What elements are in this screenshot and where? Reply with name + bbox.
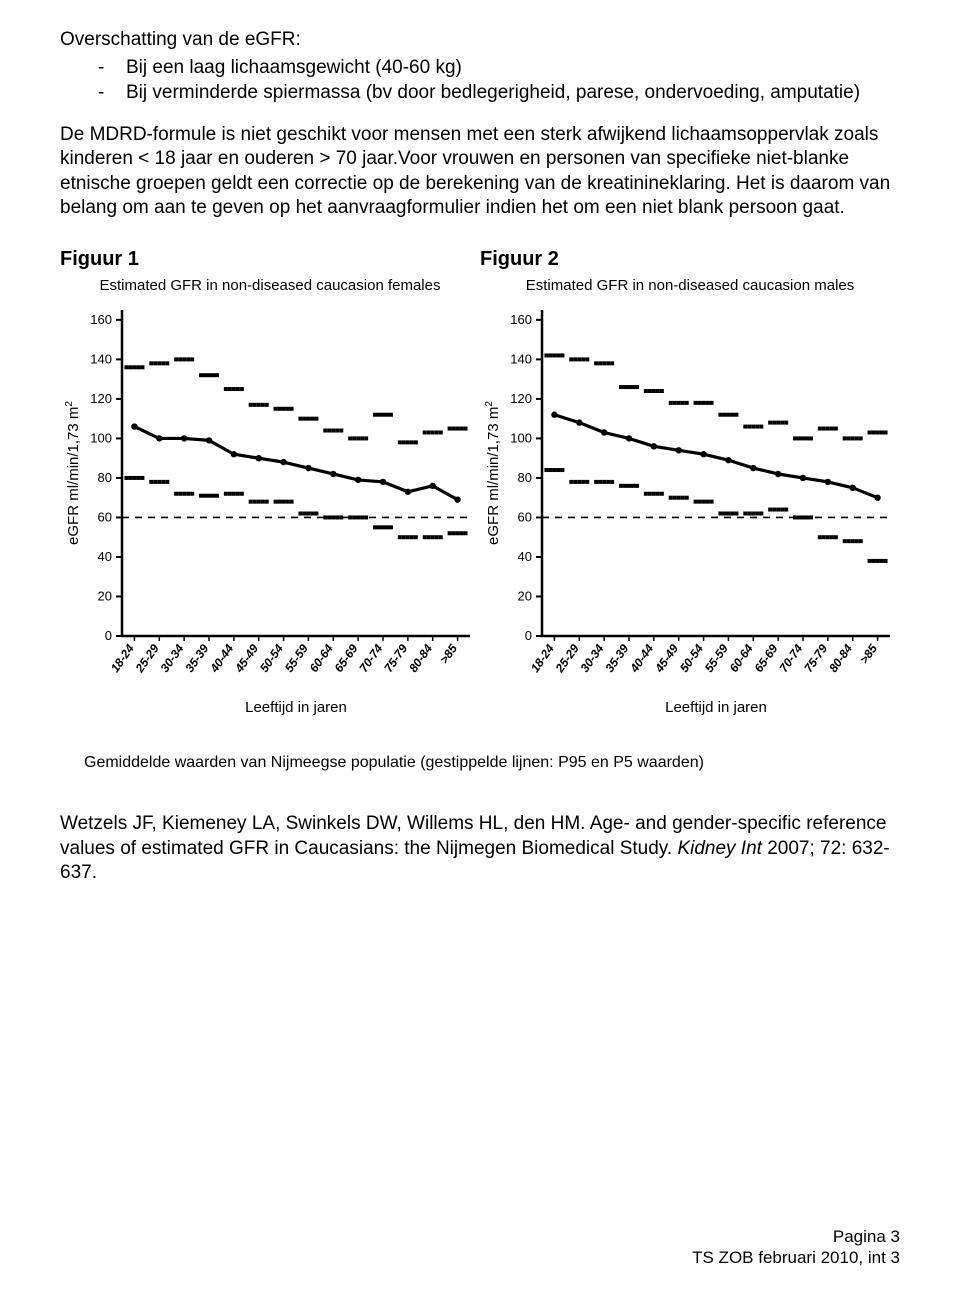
svg-text:55-59: 55-59	[702, 642, 731, 675]
svg-text:30-34: 30-34	[158, 642, 187, 675]
svg-text:120: 120	[510, 391, 532, 406]
svg-text:40: 40	[98, 549, 112, 564]
svg-text:65-69: 65-69	[332, 642, 361, 675]
overschatting-heading: Overschatting van de eGFR:	[60, 28, 900, 52]
figure-1-title: Estimated GFR in non-diseased caucasion …	[60, 277, 480, 294]
svg-text:0: 0	[105, 628, 112, 643]
page-footer: Pagina 3 TS ZOB februari 2010, int 3	[692, 1226, 900, 1269]
svg-text:40-44: 40-44	[627, 642, 657, 676]
figure-caption: Gemiddelde waarden van Nijmeegse populat…	[60, 754, 900, 772]
bullet-text: Bij een laag lichaamsgewicht (40-60 kg)	[126, 56, 462, 80]
svg-text:eGFR ml/min/1,73 m2: eGFR ml/min/1,73 m2	[484, 401, 502, 545]
svg-text:eGFR ml/min/1,73 m2: eGFR ml/min/1,73 m2	[64, 401, 82, 545]
bullet-item: - Bij verminderde spiermassa (bv door be…	[60, 81, 900, 105]
svg-text:Leeftijd in jaren: Leeftijd in jaren	[245, 699, 347, 716]
bullet-item: - Bij een laag lichaamsgewicht (40-60 kg…	[60, 56, 900, 80]
svg-text:80: 80	[98, 470, 112, 485]
svg-text:55-59: 55-59	[282, 642, 311, 675]
svg-text:20: 20	[518, 589, 532, 604]
svg-text:140: 140	[90, 352, 112, 367]
figure-1: Estimated GFR in non-diseased caucasion …	[60, 277, 480, 722]
bullet-dash: -	[98, 81, 126, 105]
svg-text:70-74: 70-74	[356, 642, 385, 675]
svg-text:70-74: 70-74	[776, 642, 805, 675]
svg-text:40-44: 40-44	[207, 642, 237, 676]
svg-text:50-54: 50-54	[257, 642, 286, 675]
svg-text:40: 40	[518, 549, 532, 564]
svg-text:18-24: 18-24	[528, 642, 557, 675]
svg-text:60-64: 60-64	[727, 642, 756, 675]
reference-citation: Wetzels JF, Kiemeney LA, Swinkels DW, Wi…	[60, 812, 900, 885]
svg-text:50-54: 50-54	[677, 642, 706, 675]
svg-text:35-39: 35-39	[182, 642, 211, 675]
svg-text:>85: >85	[857, 642, 880, 667]
svg-text:35-39: 35-39	[602, 642, 631, 675]
svg-text:160: 160	[510, 312, 532, 327]
svg-text:100: 100	[90, 431, 112, 446]
figure-2-label: Figuur 2	[480, 248, 900, 271]
figure-1-chart: 0 20 40 60 80 100 120 140 160 18-2425-2930-3435-3…	[60, 302, 480, 722]
svg-text:18-24: 18-24	[108, 642, 137, 675]
figure-2-title: Estimated GFR in non-diseased caucasion …	[480, 277, 900, 294]
svg-text:45-49: 45-49	[652, 642, 682, 676]
svg-text:75-79: 75-79	[801, 642, 830, 675]
figure-2-chart: 0 20 40 60 80 100 120 140 160 18-2425-2930-3435-3…	[480, 302, 900, 722]
svg-text:140: 140	[510, 352, 532, 367]
reference-journal: Kidney Int	[677, 838, 767, 859]
svg-text:80-84: 80-84	[826, 642, 855, 675]
svg-text:160: 160	[90, 312, 112, 327]
svg-text:45-49: 45-49	[232, 642, 262, 676]
svg-text:60-64: 60-64	[307, 642, 336, 675]
svg-text:Leeftijd in jaren: Leeftijd in jaren	[665, 699, 767, 716]
svg-text:65-69: 65-69	[752, 642, 781, 675]
svg-text:75-79: 75-79	[381, 642, 410, 675]
svg-text:25-29: 25-29	[552, 642, 582, 676]
body-paragraph: De MDRD-formule is niet geschikt voor me…	[60, 123, 900, 220]
svg-text:80: 80	[518, 470, 532, 485]
svg-text:20: 20	[98, 589, 112, 604]
bullet-dash: -	[98, 56, 126, 80]
svg-text:100: 100	[510, 431, 532, 446]
figure-2: Estimated GFR in non-diseased caucasion …	[480, 277, 900, 722]
svg-text:25-29: 25-29	[132, 642, 162, 676]
svg-text:60: 60	[518, 510, 532, 525]
svg-text:>85: >85	[437, 642, 460, 667]
svg-text:30-34: 30-34	[578, 642, 607, 675]
figure-1-label: Figuur 1	[60, 248, 480, 271]
svg-text:80-84: 80-84	[406, 642, 435, 675]
footer-page-number: Pagina 3	[692, 1226, 900, 1247]
footer-doc-id: TS ZOB februari 2010, int 3	[692, 1247, 900, 1268]
svg-text:120: 120	[90, 391, 112, 406]
svg-text:0: 0	[525, 628, 532, 643]
svg-text:60: 60	[98, 510, 112, 525]
bullet-text: Bij verminderde spiermassa (bv door bedl…	[126, 81, 860, 105]
